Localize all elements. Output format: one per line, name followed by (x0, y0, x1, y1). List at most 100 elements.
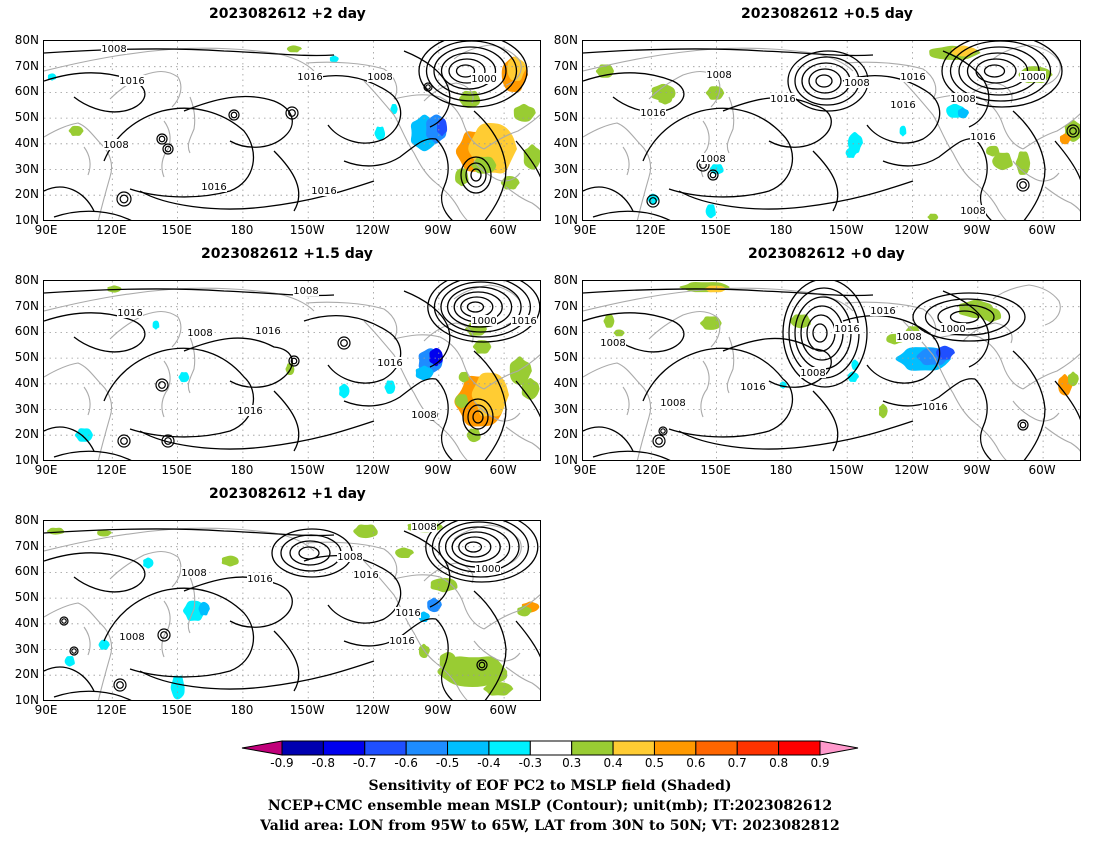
lat-tick-label: 60N (553, 84, 578, 99)
closed-isobar-rings (117, 336, 438, 448)
lon-tick-label: 60W (489, 463, 517, 477)
caption-line-2: NCEP+CMC ensemble mean MSLP (Contour); u… (267, 798, 833, 814)
colorbar-swatch (322, 740, 366, 756)
colorbar-swatch (529, 740, 573, 756)
lon-tick-label: 90E (34, 703, 58, 717)
isobar-value-label: 1016 (870, 306, 895, 317)
lat-tick-label: 20N (553, 427, 578, 442)
lon-tick-label: 150E (161, 463, 192, 477)
lon-tick-label: 90W (963, 463, 991, 477)
graticule (583, 281, 1080, 460)
isobar-value-label: 1008 (660, 398, 685, 409)
colorbar-tick-label: 0.8 (769, 756, 789, 770)
isobar-value-label: 1008 (960, 206, 985, 217)
colorbar-tick-label: 0.7 (727, 756, 747, 770)
lat-tick-label: 80N (14, 513, 39, 527)
colorbar-swatch (778, 740, 821, 756)
panel-title-p0: 2023082612 +0 day (748, 246, 905, 262)
colorbar-tick-label: -0.9 (270, 756, 294, 770)
low-pressure-centre (912, 292, 1026, 342)
map-panel-plus-0-5-day: 1008 1016 1008 1016 1000 1016 1008 1016 1016 1008… (582, 40, 1081, 221)
colorbar-swatch (447, 740, 490, 756)
colorbar-swatch (571, 740, 614, 756)
lat-tick-label: 70N (553, 58, 578, 73)
lat-tick-label: 40N (14, 615, 39, 630)
isobar-labels: 1008 1016 1008 1000 1016 1008 1016 1016 (101, 43, 497, 197)
isobar-value-label: 1008 (187, 328, 212, 339)
lat-tick-label: 30N (14, 641, 39, 656)
lon-tick-label: 120W (355, 703, 390, 717)
panel-title-p2: 2023082612 +2 day (209, 6, 366, 22)
lon-tick-label: 90W (424, 223, 452, 237)
lat-tick-label: 40N (14, 375, 39, 390)
isobar-value-label: 1000 (475, 564, 500, 575)
panel-title-p15: 2023082612 +1.5 day (201, 246, 373, 262)
map-canvas: 1008 1016 1008 1008 1000 1016 1016 1008 1016 (583, 281, 1080, 460)
colorbar-low-triangle (241, 740, 283, 756)
map-panel-plus-2-day: 1008 1016 1008 1000 1016 1008 1016 1016 (43, 40, 541, 221)
lat-tick-label: 80N (553, 273, 578, 287)
map-canvas: 1008 1016 1008 1000 1016 1008 1016 1016 (44, 41, 540, 220)
lon-tick-label: 120W (894, 223, 929, 237)
graticule (44, 521, 540, 700)
isobar-value-label: 1016 (255, 326, 280, 337)
colorbar-tick-label: -0.8 (311, 756, 336, 770)
map-panel-plus-1-5-day: 1008 1016 1008 1016 1000 1016 1016 1016 1008 (43, 280, 541, 461)
isobar-value-label: 1008 (950, 94, 975, 105)
colorbar-swatch (695, 740, 738, 756)
colorbar-tick-label: -0.5 (435, 756, 460, 770)
coastlines (583, 44, 1080, 220)
isobar-value-label: 1016 (311, 186, 336, 197)
lat-tick-label: 30N (14, 161, 39, 176)
isobars (44, 48, 540, 220)
map-canvas: 1008 1016 1008 1016 1000 1016 1008 1016 1016 1008… (583, 41, 1080, 220)
lat-tick-label: 50N (14, 110, 39, 125)
isobar-labels: 1008 1016 1008 1016 1000 1016 1008 1016 1016 1008… (640, 69, 1046, 217)
isobar-value-label: 1016 (201, 182, 226, 193)
lat-tick-label: 70N (553, 298, 578, 313)
isobar-value-label: 1008 (101, 44, 126, 55)
lon-tick-label: 180 (230, 223, 254, 237)
lon-tick-label: 90W (424, 703, 452, 717)
map-panel-plus-1-day: 1008 1008 1016 1016 1000 1016 1016 1008 1008 (43, 520, 541, 701)
lon-tick-label: 150W (289, 703, 325, 717)
lat-tick-label: 20N (14, 187, 39, 202)
isobar-value-label: 1016 (900, 72, 925, 83)
colorbar-tick-label: -0.6 (394, 756, 418, 770)
lon-tick-label: 120E (96, 223, 127, 237)
low-pressure-centre (462, 398, 494, 436)
colorbar-tick-label: 0.9 (810, 756, 830, 770)
lat-tick-label: 50N (14, 350, 39, 365)
lat-tick-label: 20N (553, 187, 578, 202)
closed-isobar-rings (652, 419, 1029, 448)
isobar-value-label: 1016 (740, 382, 765, 393)
lat-tick-label: 50N (553, 350, 578, 365)
isobar-value-label: 1008 (700, 154, 725, 165)
panel-title-p05: 2023082612 +0.5 day (741, 6, 913, 22)
closed-isobar-rings (59, 616, 488, 692)
lat-tick-label: 10N (14, 692, 39, 707)
lat-tick-label: 10N (553, 212, 578, 227)
lat-tick-label: 50N (14, 590, 39, 605)
low-pressure-centre (418, 41, 528, 108)
isobar-value-label: 1008 (844, 78, 869, 89)
lat-tick-label: 10N (14, 452, 39, 467)
lat-tick-label: 80N (553, 33, 578, 47)
isobar-value-label: 1008 (181, 568, 206, 579)
lat-tick-label: 70N (14, 58, 39, 73)
lon-tick-label: 90W (424, 463, 452, 477)
lon-tick-label: 180 (769, 463, 793, 477)
isobar-value-label: 1016 (770, 94, 795, 105)
lon-tick-label: 120W (355, 223, 390, 237)
lat-tick-label: 60N (14, 84, 39, 99)
isobar-value-label: 1008 (896, 332, 921, 343)
lat-tick-label: 10N (14, 212, 39, 227)
lon-tick-label: 180 (769, 223, 793, 237)
lon-tick-label: 90E (573, 223, 597, 237)
lon-tick-label: 150E (700, 223, 731, 237)
isobar-value-label: 1016 (247, 574, 272, 585)
colorbar-swatch (736, 740, 780, 756)
coastlines (44, 284, 540, 460)
isobar-value-label: 1008 (103, 140, 128, 151)
caption-line-1: Sensitivity of EOF PC2 to MSLP field (Sh… (368, 778, 732, 794)
